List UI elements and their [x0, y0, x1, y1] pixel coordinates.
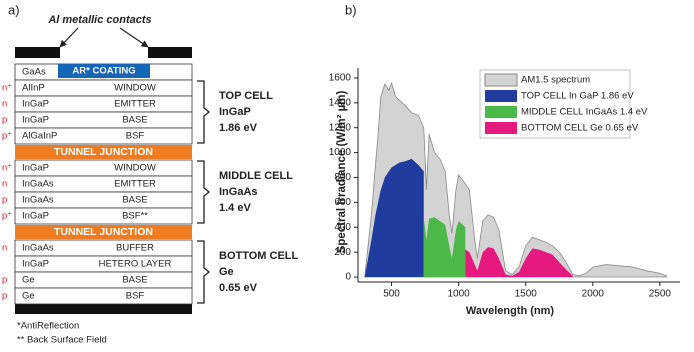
tunnel-junction: [15, 145, 192, 159]
layer-material: AlInP: [22, 83, 45, 94]
doping: p⁺: [2, 211, 12, 222]
doping: p: [2, 195, 7, 206]
cell-name: TOP CELL: [219, 90, 273, 102]
arrow: [119, 27, 149, 48]
legend-swatch: [485, 90, 517, 102]
x-tick-label: 2500: [649, 289, 672, 300]
layer-material: AlGaInP: [22, 131, 57, 142]
cell-name: BOTTOM CELL: [219, 250, 299, 262]
panel-label: b): [345, 2, 357, 17]
cell-material: InGaP: [219, 106, 251, 118]
footnote: ** Back Surface Field: [17, 335, 107, 346]
layer-material: InGaAs: [22, 195, 54, 206]
layer: [14, 127, 193, 145]
layer-material: InGaAs: [22, 179, 54, 190]
x-tick-label: 2000: [582, 289, 605, 300]
cell-gap: 1.4 eV: [219, 202, 251, 214]
doping: n: [2, 179, 7, 190]
layer-name: EMITTER: [114, 179, 156, 190]
layer-name: AR* COATING: [72, 66, 135, 77]
legend-label: MIDDLE CELL InGaAs 1.4 eV: [521, 107, 648, 118]
cell-material: InGaAs: [219, 186, 258, 198]
cell-gap: 1.86 eV: [219, 122, 258, 134]
layer: [14, 207, 193, 225]
y-tick-label: 0: [345, 272, 351, 283]
layer: [14, 287, 193, 305]
layer-name: TUNNEL JUNCTION: [54, 226, 153, 238]
area: [465, 247, 573, 278]
layer-material: InGaP: [22, 115, 49, 126]
arrow: [59, 27, 79, 48]
doping: p⁺: [2, 131, 12, 142]
bracket: [197, 240, 211, 304]
cell-gap: 0.65 eV: [219, 282, 258, 294]
cell-material: Ge: [219, 266, 234, 278]
y-tick-label: 1200: [329, 122, 352, 133]
y-tick-label: 800: [334, 172, 351, 183]
doping: n: [2, 243, 7, 254]
contacts-label: Al metallic contacts: [47, 14, 151, 26]
doping: p: [2, 115, 7, 126]
tunnel-junction: [15, 225, 192, 239]
doping: p: [2, 275, 7, 286]
back-contact: [15, 304, 192, 314]
x-tick-label: 1000: [448, 289, 471, 300]
x-tick-label: 500: [383, 289, 400, 300]
layer-name: BSF**: [122, 211, 148, 222]
doping: n⁺: [2, 83, 12, 94]
layer-material: GaAs: [22, 67, 46, 78]
x-axis-label: Wavelength (nm): [466, 305, 555, 317]
layer-name: WINDOW: [114, 83, 156, 94]
y-tick-label: 600: [334, 197, 351, 208]
legend-swatch: [484, 73, 518, 87]
y-tick-label: 400: [334, 222, 351, 233]
doping: n⁺: [2, 163, 12, 174]
doping: n: [2, 99, 7, 110]
layer-material: InGaP: [22, 163, 49, 174]
y-tick-label: 1000: [329, 147, 352, 158]
x-tick-label: 1500: [515, 289, 538, 300]
layer-name: BSF: [126, 131, 145, 142]
y-axis-label: Spectral Irradiance (W/m² µm): [336, 91, 348, 254]
ar-coating: [58, 64, 150, 78]
legend-swatch: [485, 106, 517, 118]
layer-name: HETERO LAYER: [99, 259, 172, 270]
layer: [14, 271, 193, 289]
layer-name: BASE: [122, 115, 147, 126]
legend-swatch: [485, 122, 517, 134]
layer-name: BASE: [122, 275, 147, 286]
layer-material: InGaP: [22, 99, 49, 110]
cell-name: MIDDLE CELL: [219, 170, 293, 182]
layer-material: Ge: [22, 275, 35, 286]
y-tick-label: 1600: [329, 73, 352, 84]
bracket: [197, 160, 211, 224]
legend-label: AM1.5 spectrum: [521, 75, 590, 86]
y-tick-label: 200: [334, 247, 351, 258]
layer-name: BUFFER: [116, 243, 154, 254]
doping: p: [2, 291, 7, 302]
area: [364, 158, 424, 278]
contact: [148, 47, 192, 58]
layer-name: TUNNEL JUNCTION: [54, 146, 153, 158]
layer-material: InGaP: [22, 259, 49, 270]
y-tick-label: 1400: [329, 97, 352, 108]
contact: [15, 47, 60, 58]
layer-name: BSF: [126, 291, 145, 302]
layer-name: BASE: [122, 195, 147, 206]
layer-material: Ge: [22, 291, 35, 302]
layer-name: WINDOW: [114, 163, 156, 174]
layer-material: InGaAs: [22, 243, 54, 254]
layer-name: EMITTER: [114, 99, 156, 110]
legend-label: BOTTOM CELL Ge 0.65 eV: [521, 123, 639, 134]
bracket: [197, 80, 211, 144]
legend-label: TOP CELL In GaP 1.86 eV: [521, 91, 634, 102]
area: [423, 217, 466, 278]
panel-label: a): [8, 2, 20, 17]
layer-material: InGaP: [22, 211, 49, 222]
footnote: *AntiReflection: [17, 321, 79, 332]
